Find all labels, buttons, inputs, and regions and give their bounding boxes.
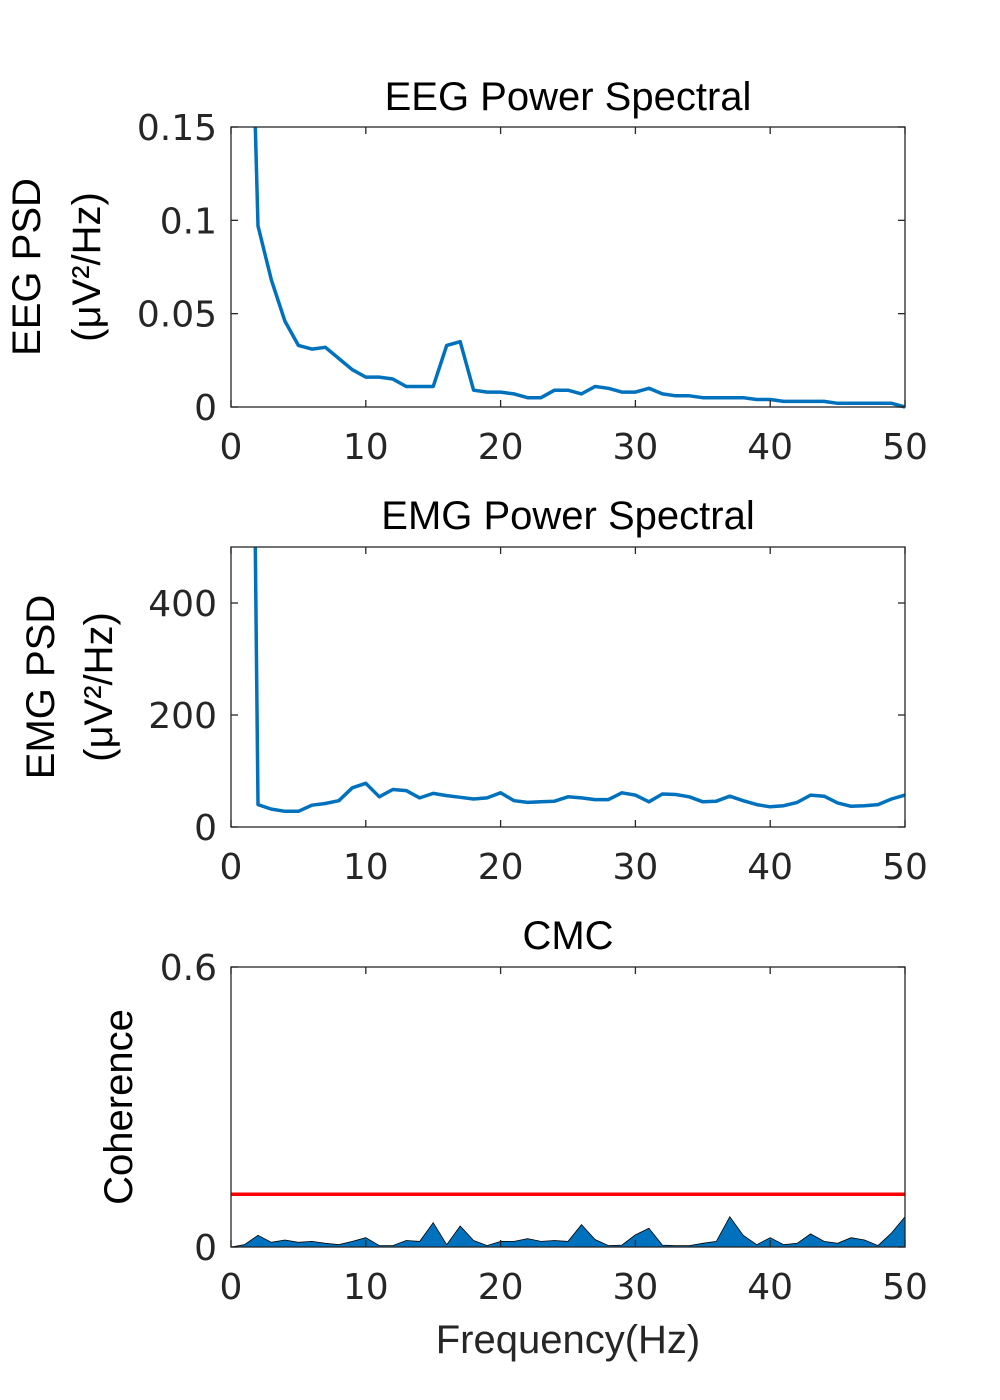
x-tick-label: 50 (882, 1267, 928, 1308)
series-line (253, 546, 906, 814)
y-tick-label: 0 (194, 388, 217, 429)
axes-box (230, 966, 906, 1248)
chart-3: 0 10 20 30 40 50 0 0.6 CMC Coherence Frequency(Hz) (97, 914, 928, 1362)
series-line (253, 126, 906, 409)
plot-area (231, 547, 905, 827)
x-tick-label: 10 (343, 1267, 389, 1308)
x-tick-label: 0 (220, 847, 243, 888)
x-tick-label: 20 (478, 427, 524, 468)
y-tick-label: 0 (194, 1228, 217, 1269)
x-tick-label: 20 (478, 847, 524, 888)
x-tick-label: 20 (478, 1267, 524, 1308)
chart-1: 0 10 20 30 40 50 0 0.05 0.1 0.15 EEG Power Spectra… (5, 75, 928, 468)
plot-area (231, 967, 905, 1247)
x-tick-label: 0 (220, 1267, 243, 1308)
x-tick-label: 50 (882, 847, 928, 888)
y-axis-label: EEG PSD (5, 178, 49, 356)
x-tick-label: 50 (882, 427, 928, 468)
y-tick-label: 0.1 (160, 201, 217, 242)
y-tick-label: 0.6 (160, 948, 217, 989)
x-tick-label: 30 (612, 847, 658, 888)
axes-box (230, 126, 906, 408)
x-tick-label: 30 (612, 1267, 658, 1308)
x-tick-label: 40 (747, 427, 793, 468)
y-tick-label: 0 (194, 808, 217, 849)
y-tick-label: 200 (148, 696, 217, 737)
y-axis-label: (μV²/Hz) (77, 612, 121, 762)
x-tick-label: 40 (747, 847, 793, 888)
x-tick-label: 10 (343, 427, 389, 468)
y-axis-label: EMG PSD (19, 595, 63, 779)
series-area (230, 1215, 906, 1248)
axes-box (230, 546, 906, 828)
y-axis-label: Coherence (97, 1009, 141, 1205)
chart-2: 0 10 20 30 40 50 0 200 400 EMG Power Spectral EMG … (19, 494, 928, 888)
x-axis-label: Frequency(Hz) (436, 1318, 701, 1362)
y-tick-label: 0.05 (137, 295, 217, 336)
chart-title: CMC (522, 914, 613, 958)
y-tick-label: 400 (148, 584, 217, 625)
y-axis-label: (μV²/Hz) (65, 192, 109, 342)
x-tick-label: 40 (747, 1267, 793, 1308)
chart-title: EEG Power Spectral (385, 75, 752, 119)
plots: 0 10 20 30 40 50 0 0.05 0.1 0.15 EEG Power Spectra… (5, 75, 928, 1362)
x-tick-label: 0 (220, 427, 243, 468)
plot-area (231, 127, 905, 407)
x-tick-label: 30 (612, 427, 658, 468)
y-tick-label: 0.15 (137, 108, 217, 149)
chart-title: EMG Power Spectral (381, 494, 754, 538)
x-tick-label: 10 (343, 847, 389, 888)
